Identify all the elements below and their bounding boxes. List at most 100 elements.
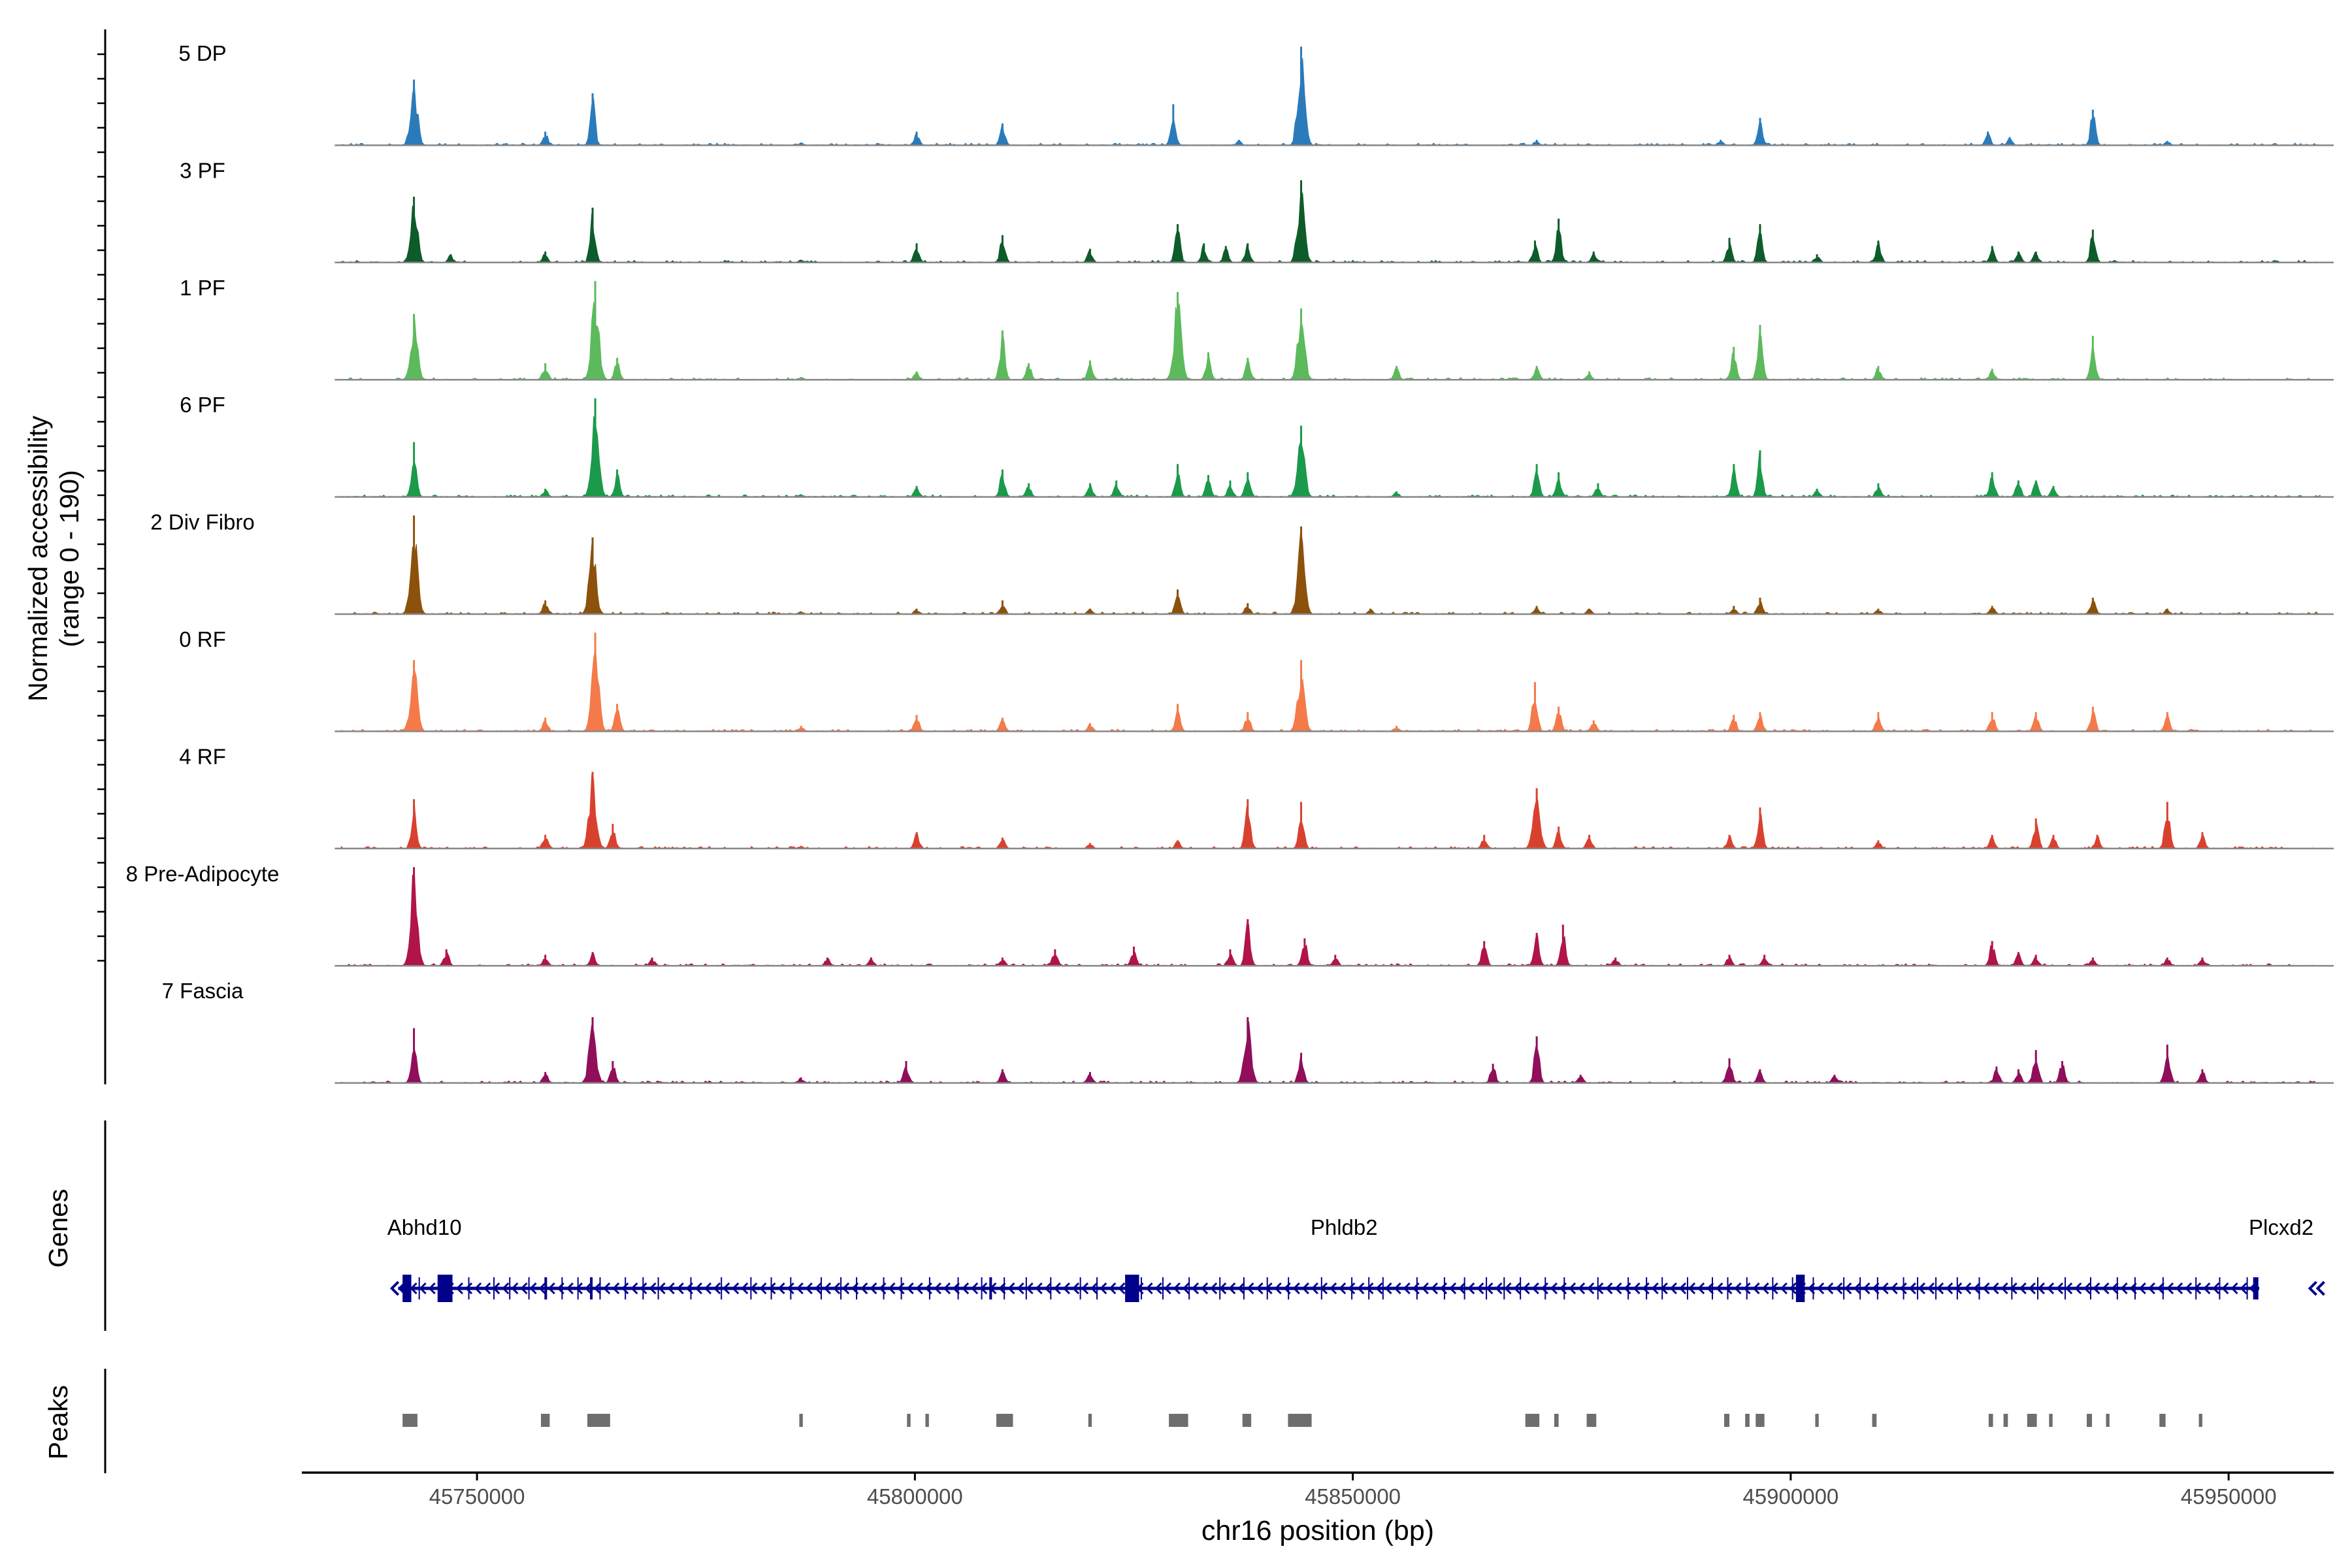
strand-chevron	[1247, 1282, 1254, 1295]
strand-chevron	[2111, 1282, 2119, 1295]
strand-chevron	[1752, 1282, 1760, 1295]
strand-chevron	[584, 1282, 593, 1295]
strand-chevron	[2074, 1282, 2082, 1295]
strand-chevron	[547, 1282, 555, 1295]
strand-chevron	[1587, 1282, 1595, 1295]
strand-chevron	[1780, 1282, 1788, 1295]
strand-chevron	[704, 1282, 712, 1295]
strand-chevron	[1550, 1282, 1558, 1295]
strand-chevron	[1495, 1282, 1503, 1295]
peak-region	[1586, 1414, 1597, 1427]
strand-chevron	[2120, 1282, 2128, 1295]
strand-chevron	[934, 1282, 941, 1295]
strand-chevron	[741, 1282, 749, 1295]
strand-chevron	[1467, 1282, 1475, 1295]
strand-chevron	[2203, 1282, 2211, 1295]
track-1-pf: 1 PF	[180, 276, 2334, 381]
strand-chevron	[1826, 1282, 1834, 1295]
strand-chevron	[1946, 1282, 1953, 1295]
peak-region	[402, 1414, 417, 1427]
peak-region	[2159, 1414, 2166, 1427]
peak-region	[587, 1414, 610, 1427]
strand-chevron	[2157, 1282, 2164, 1295]
peak-region	[1088, 1414, 1092, 1427]
strand-chevron	[621, 1282, 629, 1295]
peak-region	[1525, 1414, 1540, 1427]
strand-chevron	[1605, 1282, 1613, 1295]
strand-chevron	[2212, 1282, 2220, 1295]
track-label: 6 PF	[180, 393, 225, 417]
strand-chevron	[1633, 1282, 1641, 1295]
gene-exon	[989, 1277, 992, 1299]
x-tick-label: 45850000	[1305, 1484, 1401, 1509]
strand-chevron	[1918, 1282, 1926, 1295]
strand-chevron	[2028, 1282, 2036, 1295]
peak-region	[1756, 1414, 1765, 1427]
strand-chevron	[1458, 1282, 1466, 1295]
strand-chevron	[897, 1282, 905, 1295]
strand-chevron	[1881, 1282, 1889, 1295]
strand-chevron	[1734, 1282, 1742, 1295]
peak-region	[1745, 1414, 1750, 1427]
strand-chevron	[640, 1282, 647, 1295]
strand-chevron	[2230, 1282, 2238, 1295]
coverage-area	[340, 416, 2321, 498]
coverage-area	[340, 529, 2322, 615]
strand-chevron	[1844, 1282, 1852, 1295]
strand-chevron	[870, 1282, 877, 1295]
strand-chevron	[2093, 1282, 2100, 1295]
peak-region	[1288, 1414, 1312, 1427]
gene-name-label: Phldb2	[1311, 1215, 1378, 1239]
strand-chevron	[630, 1282, 638, 1295]
strand-chevron	[1403, 1282, 1411, 1295]
gene-annotation-panel: Abhd10 Phldb2 Plcxd2	[104, 1120, 2325, 1331]
strand-chevron	[1568, 1282, 1576, 1295]
genes-panel-label: Genes	[43, 1189, 73, 1268]
track-label: 5 DP	[178, 41, 226, 65]
strand-chevron	[1477, 1282, 1484, 1295]
strand-chevron	[1854, 1282, 1861, 1295]
strand-chevron	[2185, 1282, 2193, 1295]
strand-chevron	[1375, 1282, 1383, 1295]
track-5-dp: 5 DP	[178, 41, 2334, 146]
strand-chevron	[1062, 1282, 1070, 1295]
strand-chevron	[1707, 1282, 1714, 1295]
peak-region	[996, 1414, 1013, 1427]
peaks-panel-label: Peaks	[43, 1385, 73, 1460]
peak-region	[2027, 1414, 2037, 1427]
gene-name-label: Abhd10	[387, 1215, 462, 1239]
strand-chevron	[1991, 1282, 1999, 1295]
x-tick-label: 45950000	[2181, 1484, 2277, 1509]
strand-chevron	[1044, 1282, 1052, 1295]
track-label: 1 PF	[180, 276, 225, 300]
strand-chevron	[1678, 1282, 1687, 1295]
strand-chevron	[1504, 1282, 1512, 1295]
peak-region	[1988, 1414, 1993, 1427]
strand-chevron	[915, 1282, 923, 1295]
strand-chevron	[777, 1282, 785, 1295]
strand-chevron	[538, 1282, 546, 1295]
strand-chevron	[2065, 1282, 2073, 1295]
gene-exon	[1795, 1275, 1805, 1302]
strand-chevron	[1578, 1282, 1586, 1295]
track-6-pf: 6 PF	[180, 393, 2334, 498]
strand-chevron	[1384, 1282, 1392, 1295]
strand-chevron	[1863, 1282, 1870, 1295]
strand-chevron	[1614, 1282, 1622, 1295]
coverage-area	[340, 774, 2321, 849]
track-8-pre-adipocyte: 8 Pre-Adipocyte	[126, 862, 2334, 967]
x-tick-label: 45750000	[429, 1484, 525, 1509]
strand-chevron	[1256, 1282, 1264, 1295]
strand-chevron	[1807, 1282, 1816, 1295]
coverage-area	[340, 647, 2322, 732]
strand-chevron	[649, 1282, 657, 1295]
strand-chevron	[1265, 1282, 1273, 1295]
strand-chevron	[713, 1282, 721, 1295]
strand-chevron	[1743, 1282, 1751, 1295]
strand-chevron	[2148, 1282, 2155, 1295]
strand-chevron	[2019, 1282, 2027, 1295]
peak-region	[540, 1414, 550, 1427]
strand-chevron	[796, 1282, 804, 1295]
strand-chevron	[2102, 1282, 2110, 1295]
